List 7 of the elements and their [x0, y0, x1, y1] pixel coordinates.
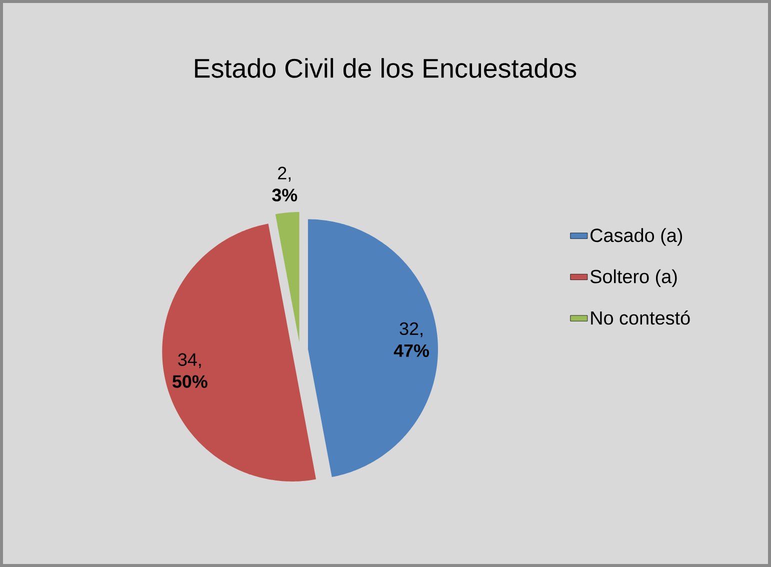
legend-label: Casado (a): [590, 228, 682, 246]
data-label: 32, 47%: [394, 322, 429, 357]
data-label: 2, 3%: [272, 166, 298, 202]
legend-label: Soltero (a): [590, 269, 677, 287]
chart-title: Estado Civil de los Encuestados: [195, 58, 576, 78]
legend-label: No contestó: [591, 310, 690, 325]
data-label: 34, 50%: [172, 353, 208, 388]
